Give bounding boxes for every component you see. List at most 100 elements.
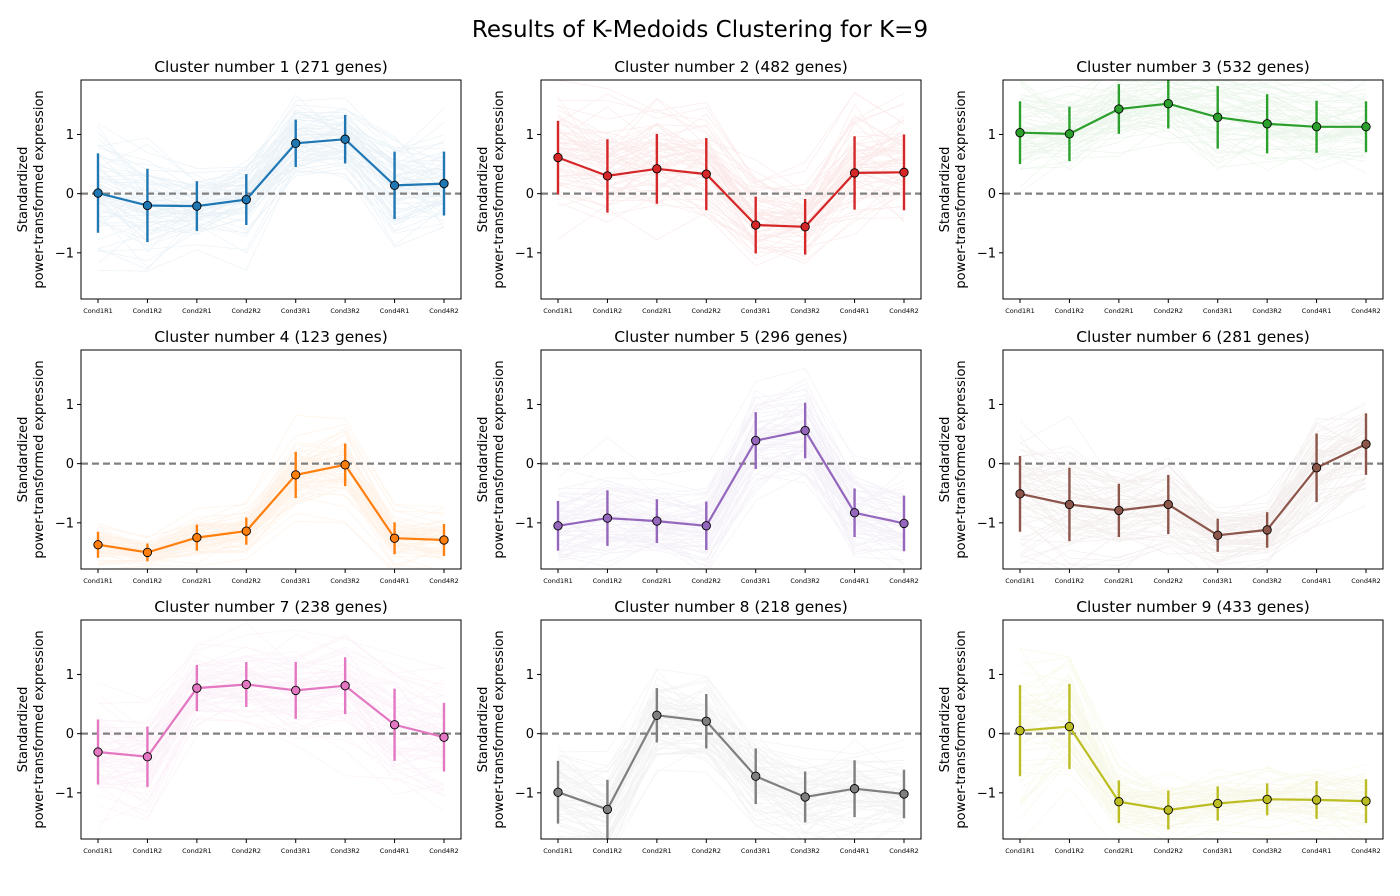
mean-point	[439, 535, 449, 545]
x-tick-label: Cond3R1	[1203, 307, 1233, 315]
x-tick-label: Cond4R2	[889, 577, 919, 585]
mean-line	[557, 714, 905, 811]
x-tick-label: Cond1R2	[133, 577, 163, 585]
mean-point	[1311, 795, 1322, 805]
mean-point	[241, 526, 251, 536]
mean-point	[192, 532, 202, 543]
subplot-9: −1 0 1 Cond1R1 Cond1R2 Cond2R1 Cond2R2 Cond3R1 C…	[938, 598, 1384, 855]
mean-point	[142, 752, 153, 762]
mean-point	[1114, 505, 1124, 516]
x-tick-label: Cond2R2	[232, 307, 262, 315]
mean-point	[751, 435, 761, 446]
mean-point	[1262, 119, 1272, 129]
mean-point	[1114, 104, 1124, 114]
x-tick-label: Cond1R2	[133, 847, 163, 855]
x-tick-label: Cond4R1	[1302, 577, 1332, 585]
mean-line	[1019, 725, 1367, 812]
mean-point	[93, 540, 103, 550]
x-tick-label: Cond1R1	[543, 847, 573, 855]
x-tick-label: Cond3R1	[741, 307, 771, 315]
mean-point	[849, 168, 860, 178]
mean-point	[1262, 794, 1272, 804]
gene-traces	[557, 367, 905, 569]
subplot-7: −1 0 1 Cond1R1 Cond1R2 Cond2R1 Cond2R2 Cond3R1 C…	[16, 598, 462, 855]
x-tick-label: Cond4R2	[889, 847, 919, 855]
axes-frame	[1002, 79, 1384, 300]
x-tick-label: Cond1R1	[83, 307, 113, 315]
x-tick-label: Cond4R2	[429, 847, 459, 855]
y-tick-label: 0	[66, 187, 74, 202]
y-tick-label: −1	[977, 246, 996, 261]
y-tick-label: 1	[526, 668, 534, 683]
y-tick-label: 0	[66, 727, 74, 742]
x-tick-label: Cond2R2	[232, 847, 262, 855]
mean-point	[602, 171, 613, 181]
subplot-5: −1 0 1 Cond1R1 Cond1R2 Cond2R1 Cond2R2 Cond3R1 C…	[476, 328, 922, 585]
gene-traces	[557, 668, 905, 839]
mean-point	[751, 220, 761, 230]
figure-title: Results of K-Medoids Clustering for K=9	[472, 17, 928, 43]
mean-point	[1213, 112, 1223, 122]
x-tick-label: Cond3R1	[741, 577, 771, 585]
y-axis-label-line1: Standardized	[476, 687, 491, 773]
mean-line	[97, 138, 445, 208]
mean-line	[97, 463, 445, 554]
x-tick-label: Cond1R1	[1005, 307, 1035, 315]
gene-traces	[1019, 648, 1367, 839]
y-tick-label: −1	[977, 516, 996, 531]
y-tick-label: 0	[988, 727, 996, 742]
mean-point	[553, 787, 563, 797]
axes-frame	[540, 79, 922, 300]
mean-point	[899, 789, 909, 799]
mean-point	[800, 425, 810, 436]
mean-point	[701, 169, 711, 179]
x-tick-label: Cond2R2	[1154, 307, 1184, 315]
subplot-2: −1 0 1 Cond1R1 Cond1R2 Cond2R1 Cond2R2 Cond3R1 C…	[476, 58, 922, 315]
x-tick-label: Cond2R2	[1154, 847, 1184, 855]
mean-point	[1064, 499, 1075, 510]
subplot-3: −1 0 1 Cond1R1 Cond1R2 Cond2R1 Cond2R2 Cond3R1 C…	[938, 58, 1384, 315]
x-tick-label: Cond3R1	[1203, 847, 1233, 855]
mean-point	[192, 201, 202, 211]
x-tick-label: Cond1R1	[83, 577, 113, 585]
y-tick-label: −1	[55, 786, 74, 801]
mean-point	[751, 771, 761, 781]
x-tick-label: Cond4R2	[429, 577, 459, 585]
y-tick-label: 0	[526, 457, 534, 472]
x-tick-label: Cond3R2	[790, 847, 820, 855]
subplot-4: −1 0 1 Cond1R1 Cond1R2 Cond2R1 Cond2R2 Cond3R1 C…	[16, 328, 462, 585]
subplot-title: Cluster number 3 (532 genes)	[1076, 58, 1310, 76]
y-axis-label-line2: power-transformed expression	[954, 630, 969, 828]
y-axis-label-line1: Standardized	[476, 417, 491, 503]
x-tick-label: Cond2R1	[642, 847, 672, 855]
x-tick-label: Cond1R1	[1005, 577, 1035, 585]
y-axis-label-line1: Standardized	[16, 417, 31, 503]
axes-frame	[540, 619, 922, 840]
mean-point	[142, 547, 153, 558]
y-axis-label-line1: Standardized	[938, 147, 953, 233]
x-tick-label: Cond3R2	[790, 307, 820, 315]
mean-point	[1163, 805, 1173, 815]
mean-point	[340, 681, 350, 691]
mean-point	[93, 747, 103, 757]
x-tick-label: Cond3R2	[330, 307, 360, 315]
y-axis-label-line1: Standardized	[476, 147, 491, 233]
x-tick-label: Cond1R2	[593, 307, 623, 315]
x-tick-label: Cond1R2	[593, 847, 623, 855]
x-tick-label: Cond2R1	[642, 307, 672, 315]
x-tick-label: Cond1R2	[593, 577, 623, 585]
y-tick-label: −1	[55, 516, 74, 531]
y-axis-label-line1: Standardized	[938, 417, 953, 503]
x-tick-label: Cond3R1	[741, 847, 771, 855]
mean-point	[800, 222, 810, 232]
mean-point	[1015, 489, 1025, 499]
mean-line	[97, 683, 445, 758]
y-tick-label: 0	[988, 187, 996, 202]
y-tick-label: −1	[515, 246, 534, 261]
x-tick-label: Cond1R1	[543, 577, 573, 585]
x-tick-label: Cond2R1	[1104, 577, 1134, 585]
x-tick-label: Cond2R2	[692, 307, 722, 315]
subplot-title: Cluster number 2 (482 genes)	[614, 58, 848, 76]
mean-line	[1019, 102, 1366, 136]
axes-frame	[1002, 349, 1384, 570]
